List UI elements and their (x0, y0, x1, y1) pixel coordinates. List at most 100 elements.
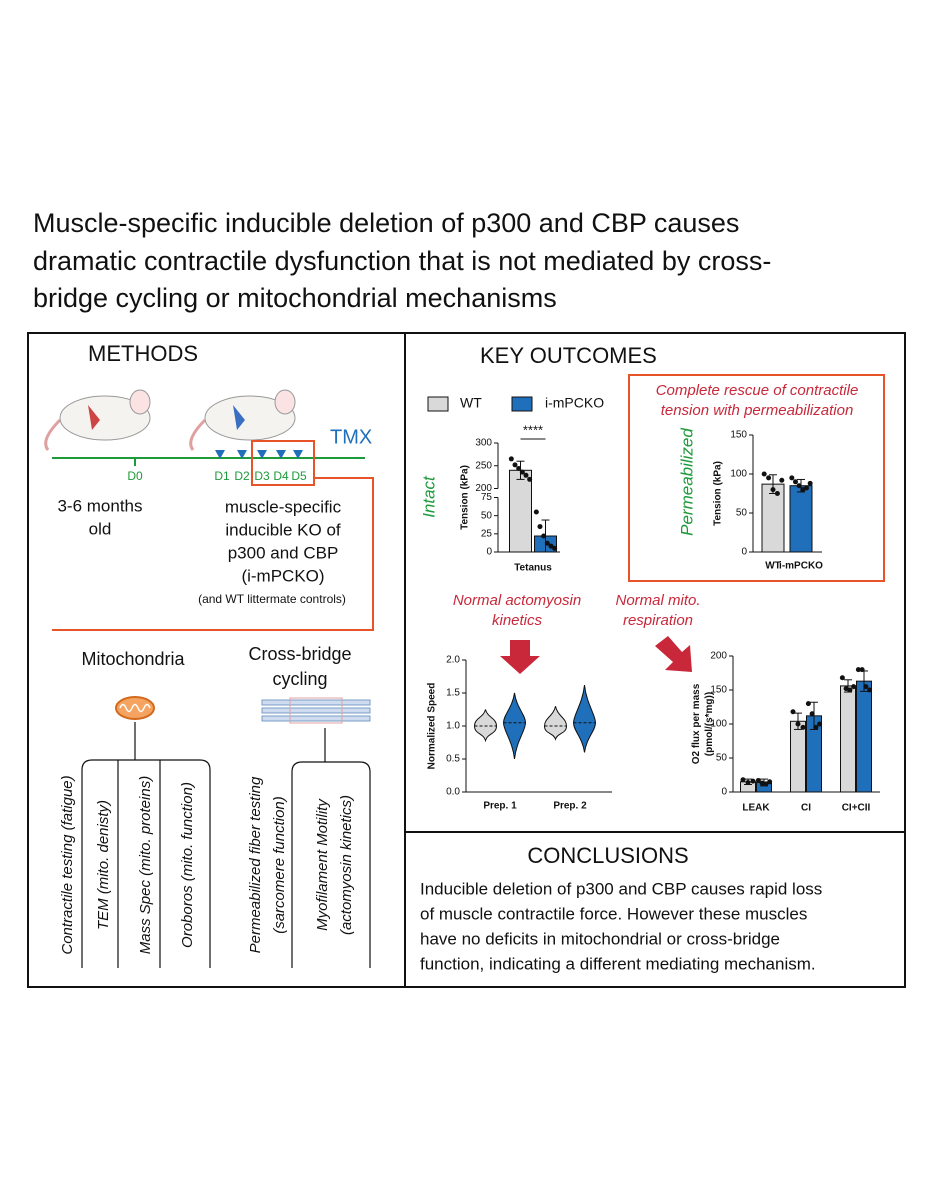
violin (502, 692, 527, 760)
side-label: Permeabilized (677, 428, 696, 536)
y-tick-label: 0 (741, 547, 747, 558)
y-tick-label: 300 (475, 438, 492, 449)
data-point (759, 780, 765, 786)
y-tick-label: 2.0 (446, 655, 460, 666)
data-point (851, 684, 857, 690)
significance: **** (523, 422, 543, 437)
day-labels: D0 D1 D2 D3 D4 D5 (127, 469, 307, 483)
y-tick-label: 0 (721, 787, 727, 798)
assays: Contractile testing (fatigue) TEM (mito.… (59, 775, 355, 954)
controls: (and WT littermate controls) (198, 592, 346, 606)
bar (509, 469, 532, 553)
data-point (548, 543, 554, 549)
y-tick-label: 50 (736, 508, 748, 519)
highlight-box (628, 374, 885, 582)
frame (27, 332, 906, 988)
data-point (839, 675, 845, 681)
data-point (740, 777, 746, 783)
legend-swatch (427, 396, 449, 412)
assay: (sarcomere function) (271, 796, 288, 934)
filament-icon (261, 697, 371, 724)
data-point (789, 475, 795, 481)
y-tick-label: 50 (481, 510, 493, 521)
data-point (804, 485, 809, 491)
violin (473, 709, 498, 743)
x-tick-label: Prep. 1 (483, 801, 517, 812)
annotation: Complete rescue of contractile (656, 382, 859, 399)
data-point (867, 687, 873, 693)
title-line: dramatic contractile dysfunction that is… (33, 246, 771, 276)
bar (789, 485, 813, 553)
data-point (755, 777, 761, 783)
data-point (805, 701, 811, 707)
data-point (774, 491, 780, 496)
data-point (793, 479, 798, 485)
x-tick-label: i-mPCKO (779, 561, 823, 572)
data-point (779, 477, 785, 483)
assay: Permeabilized fiber testing (247, 776, 264, 953)
conclusion-line: function, indicating a different mediati… (420, 954, 816, 973)
data-point (745, 779, 751, 785)
model: (i-mPCKO) (241, 566, 324, 585)
mouse (44, 389, 151, 451)
injection-markers (215, 450, 303, 459)
annotation: tension with permeabilization (661, 402, 854, 419)
x-tick-label: CI+CII (842, 803, 871, 814)
assay: Mass Spec (mito. proteins) (137, 776, 154, 954)
y-tick-label: 150 (730, 430, 747, 441)
data-point (761, 471, 767, 477)
title-line: Muscle-specific inducible deletion of p3… (33, 208, 739, 238)
y-axis-label: O2 flux per mass (691, 683, 702, 764)
data-point (796, 483, 802, 489)
y-tick-label: 75 (481, 492, 493, 503)
mouse (189, 389, 296, 451)
data-point (541, 533, 547, 539)
day-label: D2 (234, 469, 250, 483)
x-tick-label: WT (765, 561, 781, 572)
highlight-box (251, 440, 315, 486)
assay: Oroboros (mito. function) (179, 782, 196, 948)
x-tick-label: Tetanus (514, 563, 552, 574)
assay: Myofilament Motility (314, 798, 331, 931)
data-point (770, 487, 776, 493)
y-tick-label: 0.5 (446, 754, 460, 765)
annotation: kinetics (492, 612, 543, 629)
y-tick-label: 200 (475, 483, 492, 494)
group-heading: Mitochondria (81, 649, 185, 669)
y-tick-label: 1.5 (446, 688, 460, 699)
data-point (519, 469, 525, 475)
day-label: D3 (254, 469, 270, 483)
day-label: D5 (291, 469, 307, 483)
data-point (813, 724, 819, 730)
bar (840, 685, 856, 793)
model: p300 and CBP (228, 543, 339, 562)
annotation: Normal mito. (615, 592, 700, 609)
data-point (766, 475, 772, 481)
y-tick-label: 1.0 (446, 721, 460, 732)
side-label: Intact (419, 475, 438, 518)
x-tick-label: Prep. 2 (553, 801, 587, 812)
section-heading: CONCLUSIONS (527, 843, 688, 868)
conclusion-line: have no deficits in mitochondrial or cro… (420, 929, 780, 948)
data-point (763, 781, 769, 787)
data-point (800, 724, 806, 730)
data-point (516, 465, 522, 471)
data-point (847, 687, 853, 693)
data-point (859, 667, 865, 673)
data-point (843, 686, 849, 692)
data-point (807, 480, 813, 486)
data-point (750, 778, 756, 784)
bar (761, 483, 785, 553)
y-tick-label: 150 (710, 685, 727, 696)
violin (572, 685, 597, 753)
assay: TEM (mito. denisty) (95, 800, 112, 930)
data-point (795, 721, 801, 727)
y-axis-label: (pmol/(s*mg)) (704, 692, 715, 756)
legend-label: i-mPCKO (545, 395, 604, 411)
data-point (523, 472, 529, 478)
age: 3-6 months (57, 496, 142, 515)
x-tick-label: LEAK (742, 803, 770, 814)
data-point (809, 711, 815, 717)
y-axis-label: Normalized Speed (427, 683, 438, 770)
